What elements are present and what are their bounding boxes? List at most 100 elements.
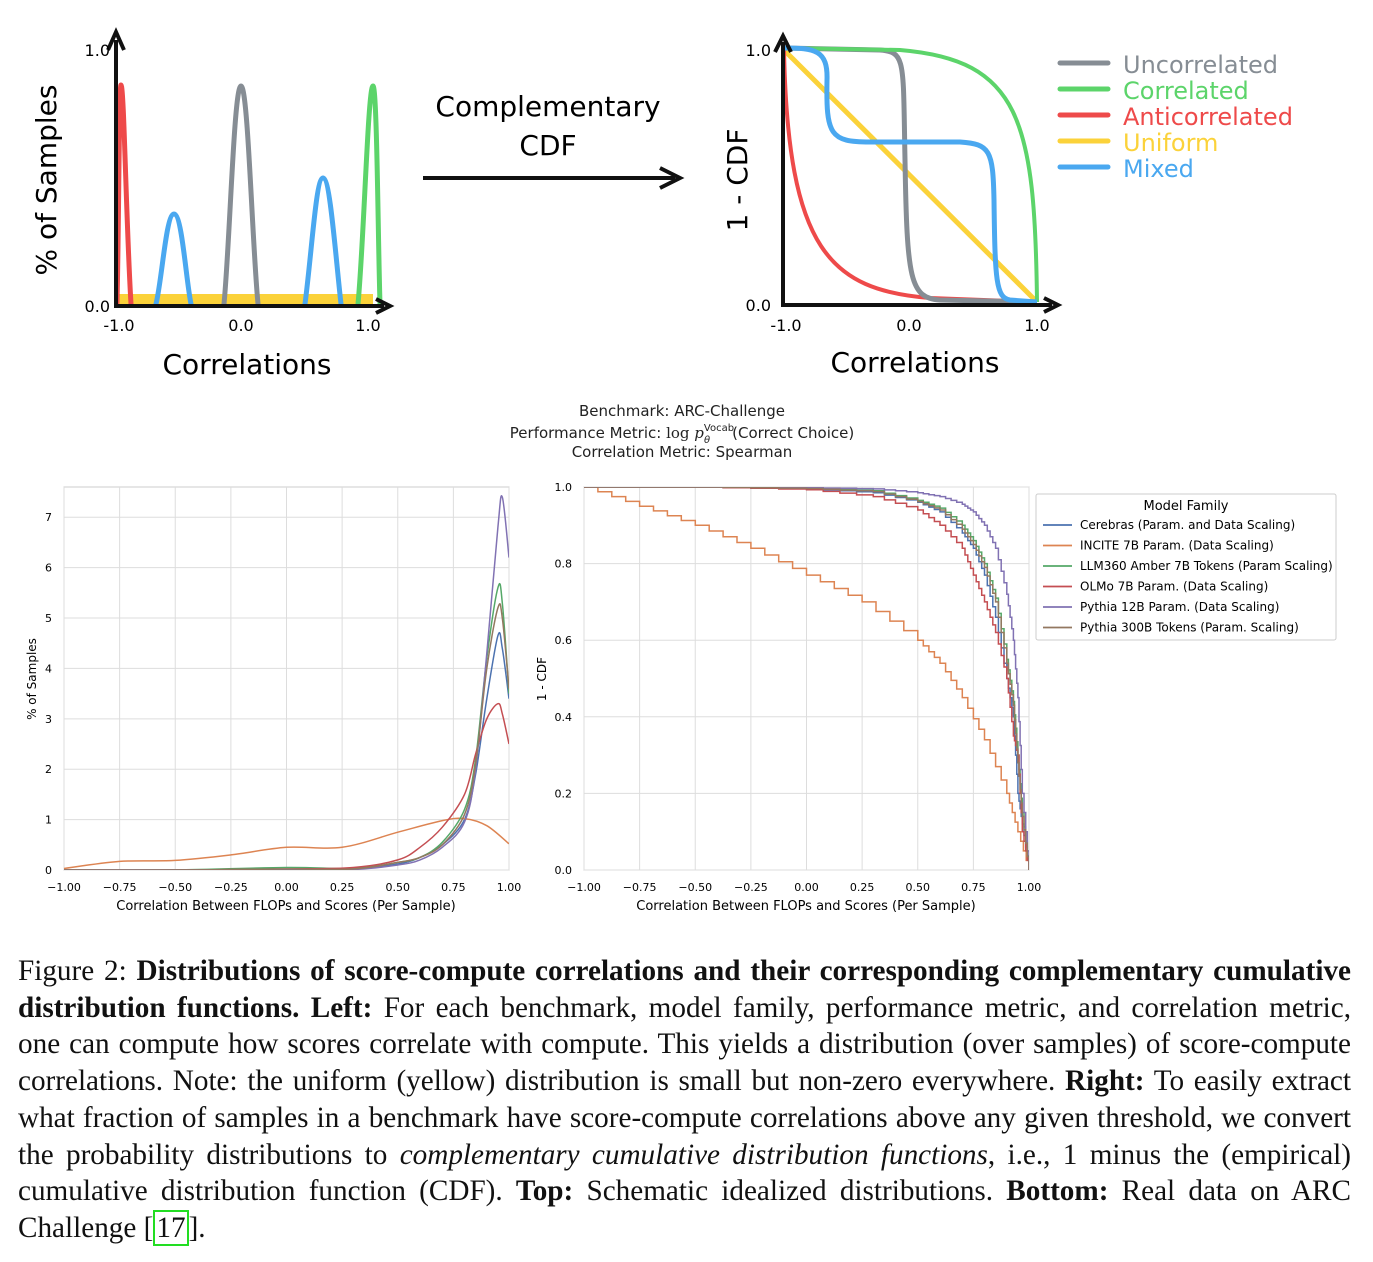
legend-item: OLMo 7B Param. (Data Scaling) — [1043, 580, 1268, 594]
x-axis-label: Correlations — [831, 346, 1000, 379]
schematic-legend: Uncorrelated Correlated Anticorrelated U… — [1057, 51, 1293, 183]
x-tick-1: 0.0 — [896, 316, 921, 335]
series-line — [64, 603, 509, 870]
benchmark-label: Benchmark: ARC-Challenge — [579, 402, 785, 420]
x-tick-label: 0.00 — [274, 881, 299, 894]
y-tick-label: 6 — [45, 562, 52, 575]
legend-item-mixed: Mixed — [1057, 155, 1194, 183]
x-tick-label: 1.00 — [1017, 881, 1042, 894]
y-tick-label: 0 — [45, 864, 52, 877]
legend-item: Cerebras (Param. and Data Scaling) — [1043, 518, 1295, 532]
figure-label: Figure 2: — [18, 955, 137, 987]
y-axis-label: % of Samples — [30, 85, 63, 276]
kde-chart: −1.00 −0.75 −0.50 −0.25 0.00 0.25 0.50 0.75 1.00… — [25, 486, 522, 914]
legend-label: Pythia 12B Param. (Data Scaling) — [1080, 600, 1279, 614]
caption-right-text: To easily extract what fraction of sampl… — [18, 1065, 1351, 1171]
x-tick-0: -1.0 — [770, 316, 801, 335]
legend-item-anticorrelated: Anticorrelated — [1057, 103, 1293, 131]
legend-item: LLM360 Amber 7B Tokens (Param Scaling) — [1043, 559, 1333, 573]
x-axis-label: Correlations — [163, 348, 332, 381]
legend-item: INCITE 7B Param. (Data Scaling) — [1043, 539, 1274, 553]
x-axis-arrow — [1043, 296, 1063, 314]
legend-label: Uniform — [1123, 129, 1218, 157]
x-tick-1: 0.0 — [228, 316, 253, 335]
x-axis-label: Correlation Between FLOPs and Scores (Pe… — [116, 899, 455, 914]
series-line — [64, 817, 509, 870]
legend-label: OLMo 7B Param. (Data Scaling) — [1080, 580, 1268, 594]
x-tick-label: 0.25 — [330, 881, 355, 894]
x-tick-label: −0.75 — [103, 881, 137, 894]
legend-label: INCITE 7B Param. (Data Scaling) — [1080, 539, 1274, 553]
caption-top-label: Top: — [515, 1175, 574, 1208]
y-axis-label: % of Samples — [25, 638, 39, 720]
x-tick-label: 0.50 — [906, 881, 931, 894]
caption-left-text: For each benchmark, model family, perfor… — [18, 991, 1351, 1098]
series-line — [584, 487, 1029, 870]
y-tick-label: 5 — [45, 612, 52, 625]
arrow-label-line2: CDF — [519, 129, 576, 162]
series-line — [64, 583, 509, 870]
series-line — [584, 487, 1029, 870]
uncorrelated-ccdf — [783, 45, 1038, 305]
mixed-peak-right — [302, 175, 344, 307]
series-line — [584, 487, 1029, 870]
y-tick-label: 7 — [45, 511, 52, 524]
x-tick-label: 1.00 — [497, 881, 522, 894]
y-axis-arrow — [773, 31, 793, 53]
x-tick-label: 0.75 — [961, 881, 986, 894]
mixed-ccdf — [783, 45, 1038, 305]
legend-label: LLM360 Amber 7B Tokens (Param Scaling) — [1080, 559, 1333, 573]
x-tick-label: −0.50 — [678, 881, 712, 894]
y-tick-0: 0.0 — [85, 297, 110, 316]
arrow-label-line1: Complementary — [435, 90, 660, 123]
y-axis-label: 1 - CDF — [535, 657, 549, 701]
legend-item-uniform: Uniform — [1057, 129, 1218, 157]
x-tick-label: 0.25 — [850, 881, 875, 894]
legend-item: Pythia 300B Tokens (Param. Scaling) — [1043, 621, 1299, 635]
model-family-legend: Model Family Cerebras (Param. and Data S… — [1035, 493, 1337, 641]
x-tick-label: −0.75 — [623, 881, 657, 894]
caption-right-label: Right: — [1065, 1065, 1145, 1098]
y-tick-label: 1.0 — [555, 481, 573, 494]
x-tick-label: 0.00 — [794, 881, 819, 894]
x-tick-label: −0.50 — [158, 881, 192, 894]
schematic-ccdf-panel: 1.0 0.0 -1.0 0.0 1.0 Correlations 1 - CD… — [721, 31, 1063, 379]
correlated-ccdf — [783, 46, 1039, 303]
y-tick-label: 1 — [45, 814, 52, 827]
legend-label: Anticorrelated — [1123, 103, 1293, 131]
y-tick-label: 4 — [45, 662, 52, 675]
legend-label: Correlated — [1123, 77, 1249, 105]
caption-italic-term: complementary cumulative distribution fu… — [399, 1138, 988, 1171]
x-axis-arrow — [375, 297, 395, 315]
complementary-cdf-arrow: Complementary CDF — [423, 90, 685, 190]
y-axis-label: 1 - CDF — [721, 129, 754, 232]
x-tick-2: 1.0 — [355, 316, 380, 335]
x-tick-label: −0.25 — [734, 881, 768, 894]
series-line — [584, 487, 1029, 870]
y-tick-0: 0.0 — [746, 296, 771, 315]
caption-right-text-2: , i.e., 1 minus the (empirical) cumulati… — [18, 1138, 1352, 1208]
y-tick-label: 0.8 — [555, 558, 573, 571]
x-tick-2: 1.0 — [1024, 316, 1049, 335]
y-tick-1: 1.0 — [85, 41, 110, 60]
x-tick-label: 0.75 — [441, 881, 466, 894]
correlated-peak — [355, 83, 383, 307]
caption-left-label: Left: — [310, 991, 373, 1024]
legend-label: Mixed — [1123, 155, 1194, 183]
uncorrelated-peak — [221, 83, 261, 307]
mixed-peak-left — [153, 211, 194, 307]
caption-title: Distributions of score-compute correlati… — [18, 955, 1351, 1024]
figure-caption: Figure 2: Distributions of score-compute… — [18, 955, 1352, 1246]
caption-bottom-label: Bottom: — [1006, 1175, 1109, 1208]
citation-link[interactable]: [17] — [143, 1209, 199, 1246]
x-axis-label: Correlation Between FLOPs and Scores (Pe… — [636, 899, 975, 914]
legend-item: Pythia 12B Param. (Data Scaling) — [1043, 600, 1279, 614]
legend-label: Cerebras (Param. and Data Scaling) — [1080, 518, 1295, 532]
y-tick-label: 0.6 — [555, 634, 573, 647]
legend-title: Model Family — [1144, 499, 1229, 514]
y-tick-label: 0.0 — [555, 864, 573, 877]
caption-bottom-text: Real data on ARC Challenge — [18, 1175, 1351, 1244]
x-tick-label: −1.00 — [47, 881, 81, 894]
y-tick-label: 0.4 — [555, 711, 573, 724]
y-tick-label: 2 — [45, 763, 52, 776]
